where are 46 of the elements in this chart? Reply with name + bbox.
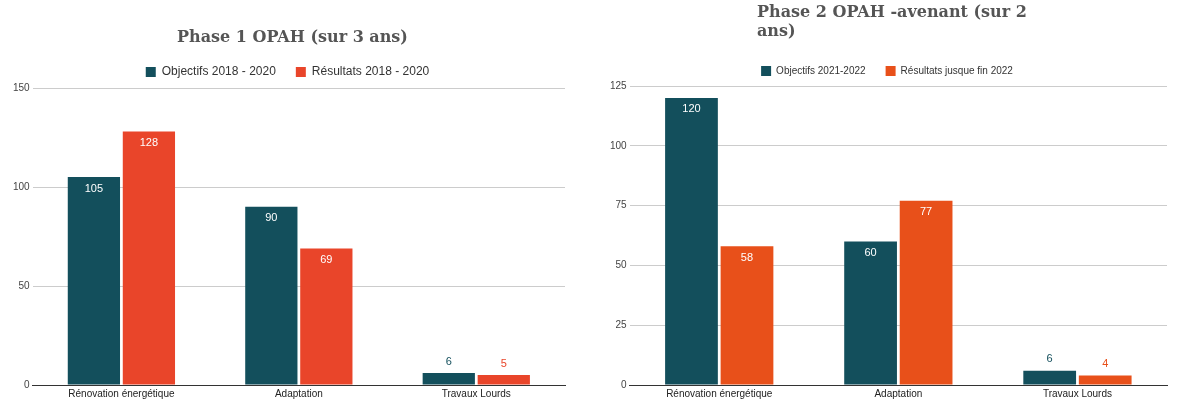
x-tick-label: Adaptation xyxy=(274,387,323,399)
bar xyxy=(844,241,897,385)
data-label: 6 xyxy=(445,354,452,367)
legend-label: Objectifs 2021-2022 xyxy=(776,64,867,76)
chart-title: Phase 2 OPAH -avenant (sur 2 ans) xyxy=(757,1,1027,42)
data-label: 69 xyxy=(320,252,333,265)
legend-label: Objectifs 2018 - 2020 xyxy=(161,64,277,79)
y-tick-label: 0 xyxy=(621,378,628,390)
data-label: 6 xyxy=(1046,352,1053,365)
x-tick-label: Travaux Lourds xyxy=(1042,387,1112,399)
y-tick-label: 75 xyxy=(615,199,628,211)
data-label: 60 xyxy=(864,246,877,259)
bar xyxy=(422,373,475,385)
data-label: 77 xyxy=(919,205,933,218)
data-label: 128 xyxy=(139,136,159,149)
x-tick-label: Rénovation énergétique xyxy=(68,387,175,399)
y-tick-label: 100 xyxy=(610,139,628,151)
x-tick-label: Travaux Lourds xyxy=(441,387,511,399)
bar xyxy=(720,246,774,385)
bar xyxy=(300,248,353,385)
y-tick-label: 150 xyxy=(13,81,31,93)
y-tick-label: 50 xyxy=(615,259,628,271)
data-label: 90 xyxy=(265,211,278,224)
bar xyxy=(1023,370,1077,385)
y-tick-label: 25 xyxy=(615,318,628,330)
y-tick-label: 50 xyxy=(18,279,31,291)
legend-label: Résultats jusque fin 2022 xyxy=(900,64,1014,76)
bar xyxy=(67,177,121,385)
x-tick-label: Adaptation xyxy=(874,387,923,399)
bar xyxy=(122,131,176,385)
data-label: 120 xyxy=(682,102,701,115)
y-tick-label: 0 xyxy=(24,378,31,390)
data-label: 105 xyxy=(84,181,104,194)
bar xyxy=(477,375,530,385)
bar xyxy=(899,200,953,385)
chart-title: Phase 1 OPAH (sur 3 ans) xyxy=(176,26,409,46)
legend-label: Résultats 2018 - 2020 xyxy=(311,64,430,79)
y-tick-label: 125 xyxy=(610,79,628,91)
bar xyxy=(245,206,298,385)
y-tick-label: 100 xyxy=(13,180,31,192)
data-label: 58 xyxy=(740,250,754,263)
bar xyxy=(665,97,718,385)
data-label: 4 xyxy=(1102,356,1109,369)
bar xyxy=(1078,375,1132,385)
x-tick-label: Rénovation énergétique xyxy=(666,387,773,399)
data-label: 5 xyxy=(500,356,507,369)
